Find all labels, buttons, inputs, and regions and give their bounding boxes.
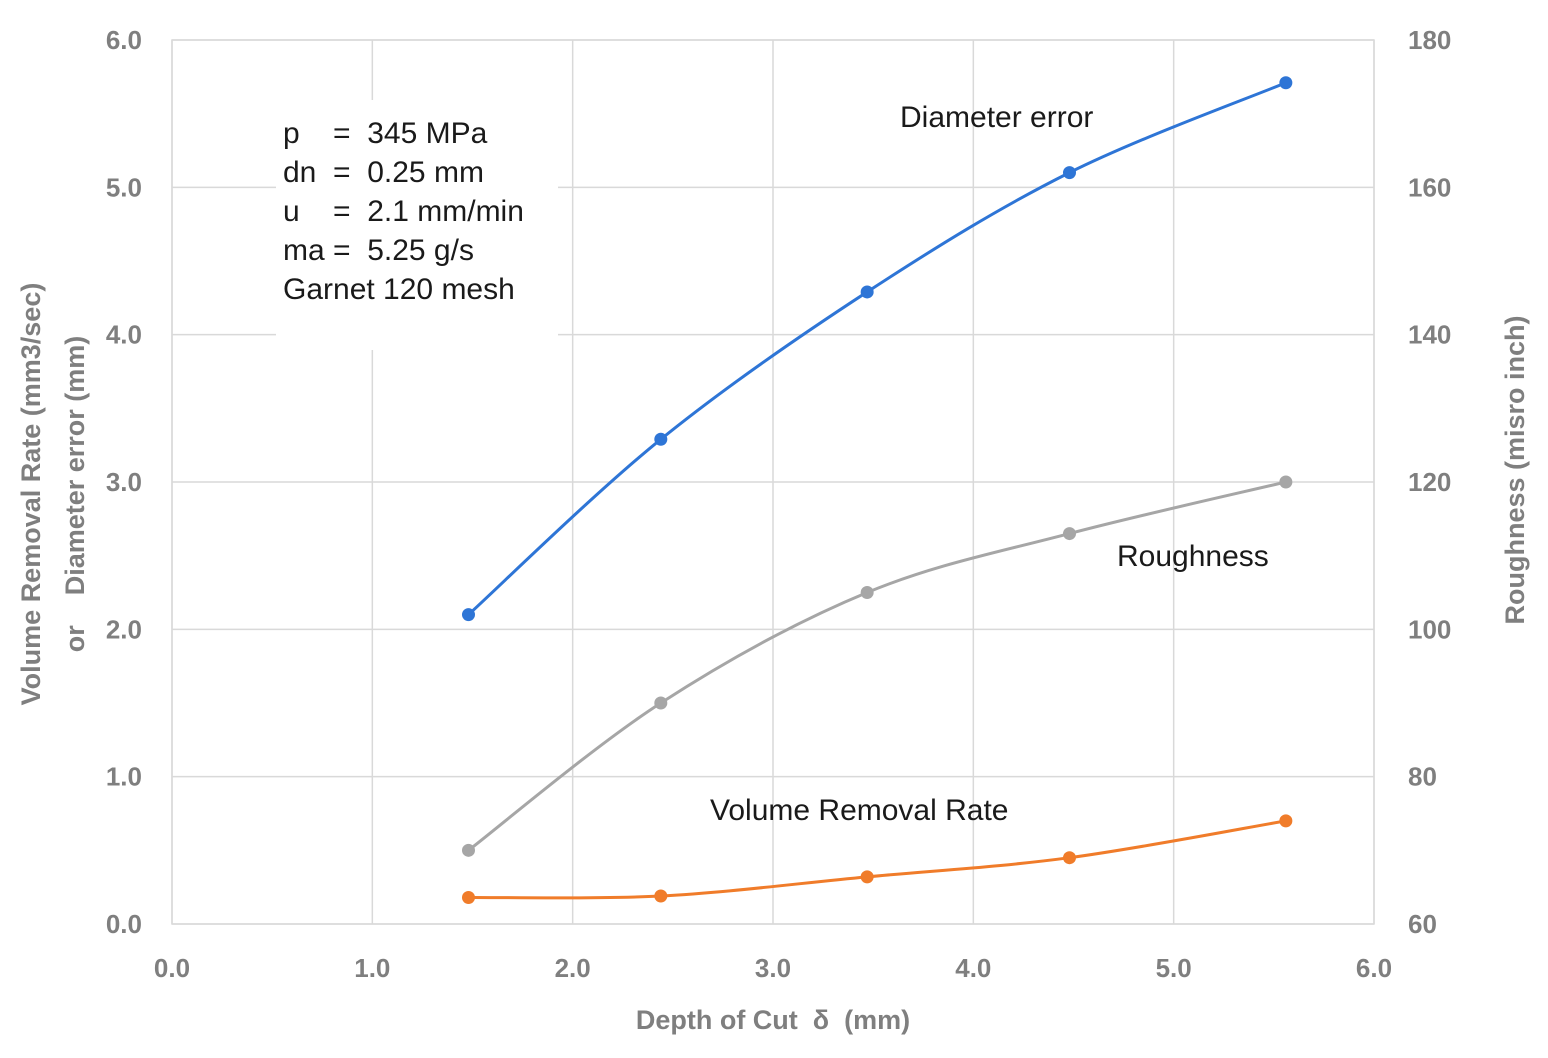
x-axis-ticks: 0.0 1.0 2.0 3.0 4.0 5.0 6.0 xyxy=(154,953,1392,983)
data-point-diameter-error xyxy=(461,608,475,622)
y-left-tick-label: 6.0 xyxy=(106,25,142,55)
param-feed-rate: u = 2.1 mm/min xyxy=(283,195,524,228)
y-right-axis-ticks: 60 80 100 120 140 160 180 xyxy=(1408,25,1451,939)
data-point-diameter-error xyxy=(1279,76,1293,90)
series-label-volume-removal-rate: Volume Removal Rate xyxy=(710,794,1008,827)
data-point-diameter-error xyxy=(1062,166,1076,180)
y-right-tick-label: 60 xyxy=(1408,909,1437,939)
series-volume-removal-rate xyxy=(461,814,1293,904)
x-tick-label: 1.0 xyxy=(354,953,390,983)
param-abrasive-type: Garnet 120 mesh xyxy=(283,273,515,306)
y-right-tick-label: 80 xyxy=(1408,762,1437,792)
data-point-roughness xyxy=(1062,527,1076,541)
x-tick-label: 6.0 xyxy=(1356,953,1392,983)
series-label-roughness: Roughness xyxy=(1117,540,1269,573)
data-point-volume-removal-rate xyxy=(654,889,668,903)
y-left-tick-label: 1.0 xyxy=(106,762,142,792)
x-tick-label: 2.0 xyxy=(555,953,591,983)
y-right-tick-label: 160 xyxy=(1408,172,1451,202)
y-left-axis-title-line1: Volume Removal Rate (mm3/sec) xyxy=(16,283,46,706)
y-right-tick-label: 140 xyxy=(1408,320,1451,350)
data-point-roughness xyxy=(654,696,668,710)
data-point-diameter-error xyxy=(654,432,668,446)
series-line-volume-removal-rate xyxy=(468,819,1287,900)
series-layer xyxy=(461,76,1293,904)
y-left-axis-ticks: 0.0 1.0 2.0 3.0 4.0 5.0 6.0 xyxy=(106,25,142,939)
x-tick-label: 4.0 xyxy=(955,953,991,983)
parameter-box-background xyxy=(276,100,558,350)
y-left-tick-label: 5.0 xyxy=(106,172,142,202)
series-line-diameter-error xyxy=(467,81,1287,616)
data-point-volume-removal-rate xyxy=(461,890,475,904)
parameter-box: p = 345 MPa dn = 0.25 mm u = 2.1 mm/min … xyxy=(276,100,558,350)
plot-area-border xyxy=(171,39,1375,925)
y-left-tick-label: 0.0 xyxy=(106,909,142,939)
series-label-diameter-error: Diameter error xyxy=(900,101,1093,134)
y-right-tick-label: 180 xyxy=(1408,25,1451,55)
y-right-tick-label: 120 xyxy=(1408,467,1451,497)
y-left-tick-label: 2.0 xyxy=(106,614,142,644)
param-abrasive-flow: ma = 5.25 g/s xyxy=(283,234,474,267)
data-point-volume-removal-rate xyxy=(1279,814,1293,828)
data-point-diameter-error xyxy=(860,285,874,299)
param-nozzle-diameter: dn = 0.25 mm xyxy=(283,156,484,189)
y-right-tick-label: 100 xyxy=(1408,614,1451,644)
param-pressure: p = 345 MPa xyxy=(283,117,488,150)
y-right-axis-title: Roughness (misro inch) xyxy=(1500,315,1530,624)
x-axis-title: Depth of Cut δ (mm) xyxy=(636,1005,910,1035)
y-left-tick-label: 3.0 xyxy=(106,467,142,497)
x-tick-label: 0.0 xyxy=(154,953,190,983)
y-left-axis-title-line2: or Diameter error (mm) xyxy=(60,336,90,653)
y-left-tick-label: 4.0 xyxy=(106,320,142,350)
x-tick-label: 5.0 xyxy=(1156,953,1192,983)
data-point-roughness xyxy=(1279,475,1293,489)
series-roughness xyxy=(461,475,1293,857)
data-point-roughness xyxy=(860,586,874,599)
series-diameter-error xyxy=(461,76,1293,622)
data-point-roughness xyxy=(461,843,475,857)
data-point-volume-removal-rate xyxy=(860,870,874,884)
data-point-volume-removal-rate xyxy=(1062,851,1076,865)
x-tick-label: 3.0 xyxy=(755,953,791,983)
